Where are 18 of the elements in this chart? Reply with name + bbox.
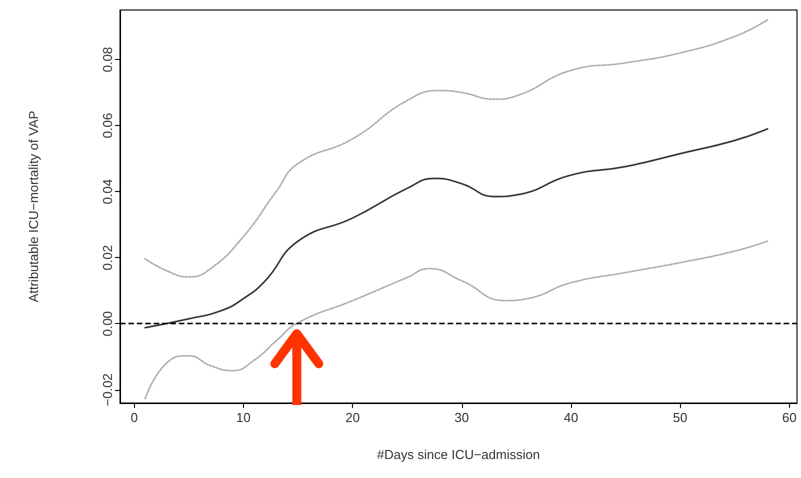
x-tick-label: 50 (672, 410, 688, 425)
x-tick-label: 40 (564, 410, 578, 425)
x-tick-label: 0 (130, 410, 138, 425)
y-axis-title: Attributable ICU−mortality of VAP (26, 110, 41, 302)
x-axis-title: #Days since ICU−admission (377, 447, 540, 462)
y-tick-label: 0.08 (100, 46, 115, 72)
y-tick-label: 0.06 (100, 112, 115, 138)
y-tick-label: 0.04 (100, 178, 115, 204)
x-tick-label: 10 (236, 410, 251, 425)
y-tick-label: 0.02 (100, 245, 115, 270)
line-series (144, 240, 768, 400)
x-tick-label: 60 (782, 410, 797, 425)
line-series (144, 19, 768, 278)
line-series (144, 128, 768, 329)
y-tick-label: −0.02 (100, 373, 115, 406)
x-tick-label: 20 (345, 410, 360, 425)
y-tick-label: 0.00 (100, 311, 115, 336)
x-tick-label: 30 (454, 410, 470, 425)
